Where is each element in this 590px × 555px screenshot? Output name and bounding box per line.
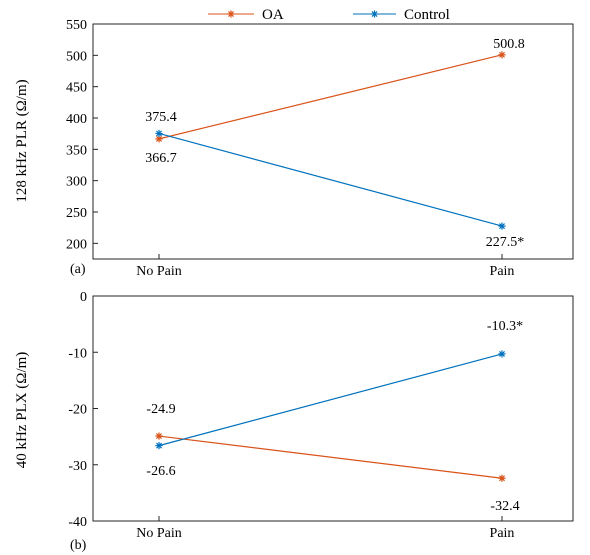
y-tick-label: -10 <box>68 346 87 361</box>
y-axis-label: 40 kHz PLX (Ω/m) <box>14 352 30 469</box>
y-tick-label: -40 <box>68 515 87 530</box>
series-line-control <box>158 353 503 447</box>
y-tick-label: 300 <box>66 175 87 190</box>
legend-label-control: Control <box>404 7 450 23</box>
y-tick-label: 400 <box>66 112 87 127</box>
y-tick-label: 200 <box>66 237 87 252</box>
data-point-oa <box>498 51 506 59</box>
y-tick-label: -30 <box>68 459 87 474</box>
legend-label-oa: OA <box>262 7 284 23</box>
plot-area-frame <box>92 23 574 260</box>
y-tick-label: 0 <box>80 290 87 305</box>
data-point-oa <box>155 432 163 440</box>
legend-marker-oa <box>227 10 235 18</box>
data-label-control: 227.5* <box>486 235 525 250</box>
x-tick-label: No Pain <box>136 264 182 279</box>
y-tick-label: -20 <box>68 403 87 418</box>
series-line-oa <box>158 435 503 479</box>
data-label-control: -10.3* <box>487 319 523 334</box>
data-label-oa: -32.4 <box>490 499 519 514</box>
data-label-oa: -24.9 <box>146 402 175 417</box>
x-tick-label: Pain <box>490 264 515 279</box>
series-line-control <box>158 132 503 227</box>
legend-marker-control <box>370 10 379 18</box>
y-tick-label: 550 <box>66 18 87 33</box>
y-axis-label: 128 kHz PLR (Ω/m) <box>14 79 30 202</box>
data-point-oa <box>155 135 163 143</box>
legend: OA Control <box>208 7 450 23</box>
y-tick-label: 500 <box>66 49 87 64</box>
data-label-oa: 366.7 <box>145 151 177 166</box>
y-tick-label: 450 <box>66 81 87 96</box>
y-tick-label: 250 <box>66 206 87 221</box>
y-tick-label: 350 <box>66 143 87 158</box>
data-label-oa: 500.8 <box>493 37 525 52</box>
x-tick-label: Pain <box>490 526 515 541</box>
data-point-control <box>498 350 506 358</box>
data-point-control <box>498 222 506 230</box>
series-line-oa <box>158 54 503 140</box>
panel-a-chart: 200 250 300 350 400 450 500 550 No Pain Pain 128 k… <box>14 18 574 279</box>
data-point-control <box>155 129 163 138</box>
panel-label: (a) <box>70 262 86 277</box>
data-label-control: -26.6 <box>146 464 175 479</box>
x-tick-label: No Pain <box>136 526 182 541</box>
panel-label: (b) <box>70 538 87 553</box>
data-label-control: 375.4 <box>145 110 177 125</box>
panel-b-chart: -40 -30 -20 -10 0 No Pain Pain 40 kHz PLX (Ω/m)… <box>14 290 574 553</box>
data-point-oa <box>498 474 506 482</box>
data-point-control <box>155 442 163 450</box>
